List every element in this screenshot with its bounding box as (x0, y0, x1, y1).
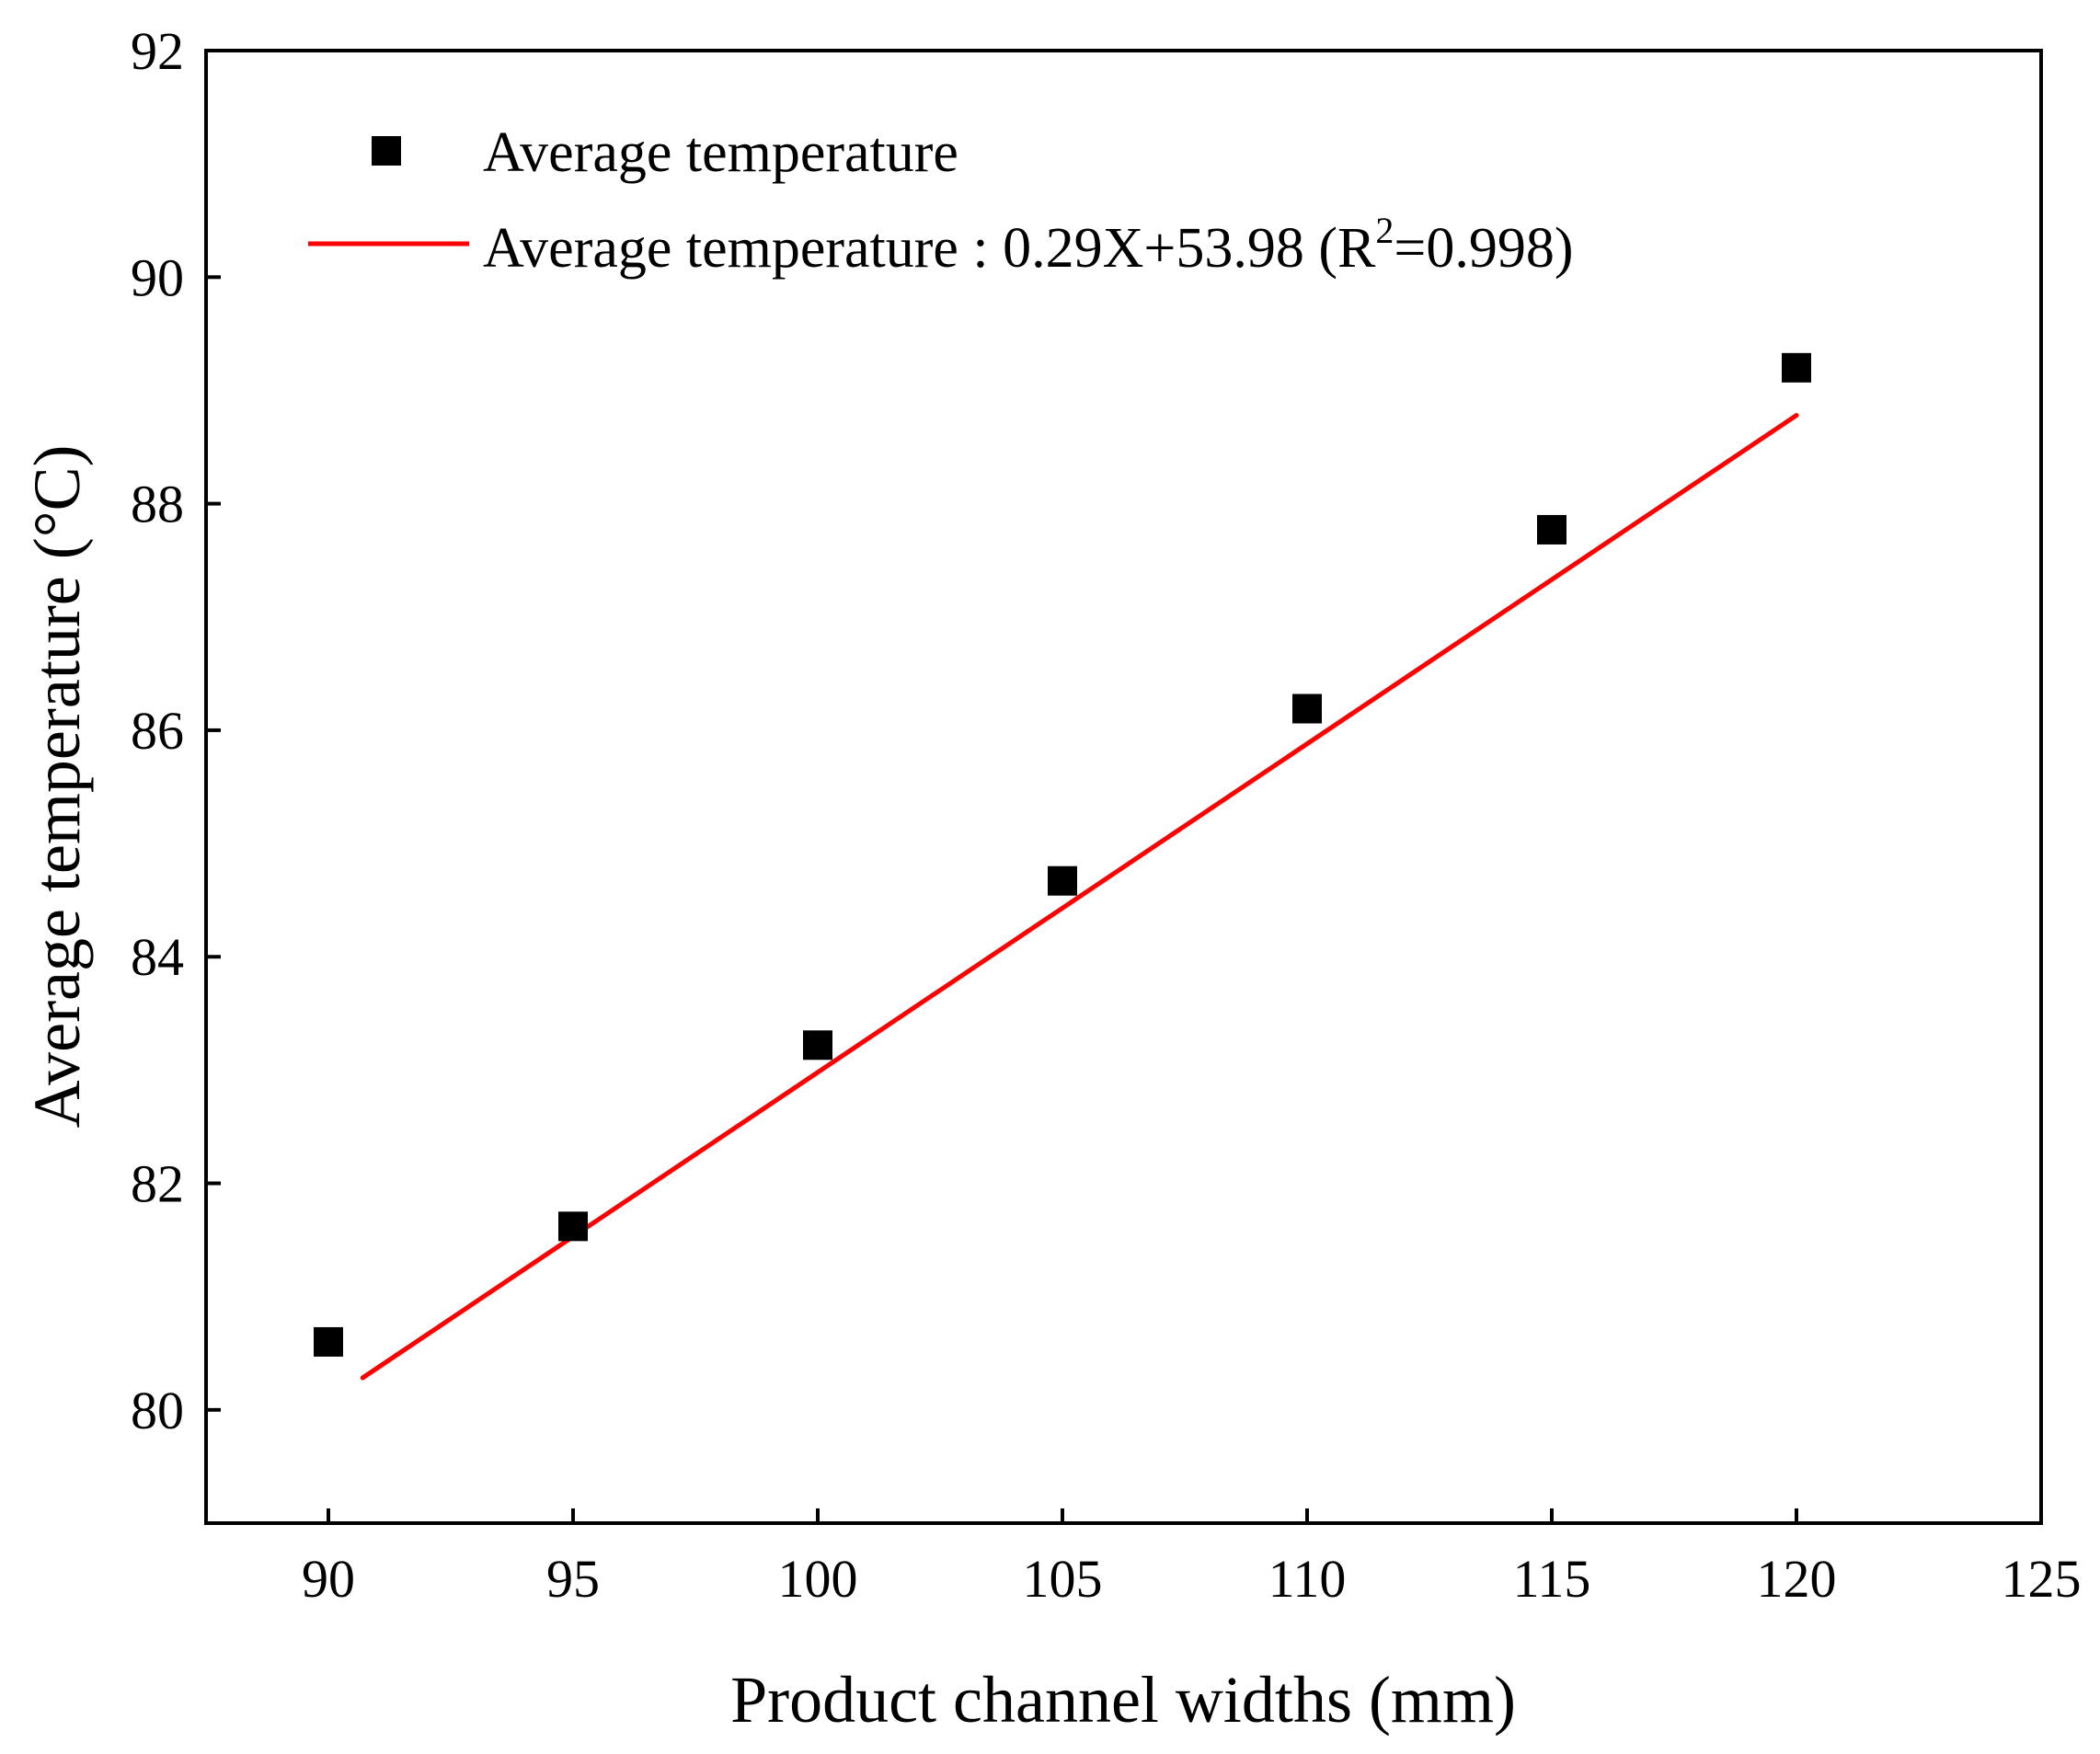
x-tick-label-110: 110 (1268, 1549, 1347, 1609)
legend-fit-name: Average temperature (483, 217, 958, 280)
data-point-110 (1292, 694, 1322, 724)
legend-label-fit: Average temperature : 0.29X+53.98 (R2=0.… (483, 210, 1574, 280)
data-point-90 (314, 1326, 343, 1357)
y-tick-label-84: 84 (131, 927, 184, 987)
x-tick-label-115: 115 (1513, 1549, 1591, 1609)
data-point-95 (558, 1211, 588, 1242)
legend-fit-r2-open: (R (1318, 217, 1376, 280)
x-tick-label-90: 90 (302, 1549, 355, 1609)
y-tick-label-80: 80 (131, 1381, 184, 1440)
y-axis-title: Average temperature (°C) (20, 444, 94, 1128)
x-tick-label-125: 125 (2002, 1549, 2082, 1609)
y-tick-label-86: 86 (131, 701, 184, 761)
points-layer (314, 352, 1811, 1357)
x-axis-title: Product channel widths (mm) (730, 1663, 1516, 1737)
y-tick-label-82: 82 (131, 1154, 184, 1214)
legend-fit-separator: : (958, 217, 1003, 280)
legend-label-points: Average temperature (483, 121, 958, 184)
fit-line (360, 413, 1799, 1381)
x-tick-label-120: 120 (1757, 1549, 1837, 1609)
legend-fit-r2-sup: 2 (1375, 210, 1394, 251)
data-point-105 (1048, 866, 1077, 896)
legend-fit-r2-value: =0.998) (1394, 217, 1573, 280)
x-tick-label-100: 100 (778, 1549, 858, 1609)
y-tick-label-88: 88 (131, 475, 184, 534)
legend-fit-equation: 0.29X+53.98 (1003, 217, 1304, 280)
data-point-100 (803, 1030, 832, 1060)
data-point-120 (1782, 352, 1811, 383)
legend: Average temperature Average temperature … (308, 121, 1574, 280)
legend-marker-square (372, 136, 401, 166)
x-tick-label-105: 105 (1023, 1549, 1103, 1609)
y-tick-label-90: 90 (131, 247, 184, 307)
x-axis: 90 95 100 105 110 115 120 125 (302, 1508, 2082, 1609)
plot-frame (204, 49, 2043, 1525)
data-point-115 (1537, 514, 1566, 545)
fit-layer (360, 413, 1799, 1381)
x-tick-label-95: 95 (546, 1549, 600, 1609)
y-tick-label-92: 92 (131, 21, 184, 81)
y-axis: 80 82 84 86 88 90 92 (131, 21, 221, 1440)
